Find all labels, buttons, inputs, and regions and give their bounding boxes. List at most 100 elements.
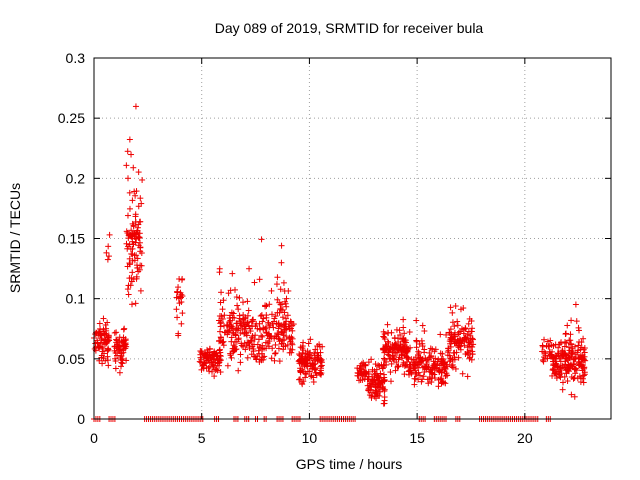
data-point xyxy=(217,299,224,306)
data-point xyxy=(125,291,132,298)
data-point xyxy=(560,379,567,386)
data-point xyxy=(131,252,138,259)
data-point xyxy=(295,376,302,383)
data-point xyxy=(384,321,391,328)
data-point xyxy=(263,345,270,352)
data-point xyxy=(559,386,566,393)
data-point xyxy=(388,378,395,385)
data-point xyxy=(96,320,103,327)
data-point xyxy=(126,205,133,212)
data-point xyxy=(131,230,138,237)
data-point xyxy=(284,312,291,319)
data-point xyxy=(125,243,132,250)
data-point xyxy=(104,353,111,360)
data-point xyxy=(104,256,111,263)
data-point xyxy=(104,357,111,364)
data-point xyxy=(237,329,244,336)
data-point xyxy=(425,380,432,387)
data-point xyxy=(244,312,251,319)
data-point xyxy=(385,340,392,347)
data-point xyxy=(279,337,286,344)
data-point xyxy=(203,355,210,362)
data-point xyxy=(254,325,261,332)
data-point xyxy=(213,366,220,373)
data-point xyxy=(116,334,123,341)
data-point xyxy=(175,330,182,337)
x-tick-label: 10 xyxy=(302,430,318,446)
data-point xyxy=(203,364,210,371)
data-point xyxy=(269,345,276,352)
data-point xyxy=(136,266,143,273)
data-point xyxy=(319,343,326,350)
data-point xyxy=(385,349,392,356)
data-point xyxy=(239,326,246,333)
data-point xyxy=(563,340,570,347)
data-point xyxy=(288,340,295,347)
data-point xyxy=(120,343,127,350)
data-point xyxy=(381,355,388,362)
data-point xyxy=(278,341,285,348)
data-point xyxy=(388,360,395,367)
data-point xyxy=(307,336,314,343)
data-point xyxy=(231,343,238,350)
data-point xyxy=(449,309,456,316)
data-point xyxy=(137,287,144,294)
data-point xyxy=(251,279,258,286)
data-point xyxy=(219,306,226,313)
data-point xyxy=(567,331,574,338)
data-point xyxy=(116,347,123,354)
grid-lines xyxy=(94,58,611,419)
data-point xyxy=(237,351,244,358)
data-point xyxy=(243,332,250,339)
data-point xyxy=(289,322,296,329)
data-point xyxy=(129,269,136,276)
data-point xyxy=(280,279,287,286)
data-point xyxy=(379,383,386,390)
plot-frame xyxy=(93,57,612,420)
data-point xyxy=(447,304,454,311)
data-point xyxy=(258,332,265,339)
data-point xyxy=(365,387,372,394)
data-point xyxy=(198,366,205,373)
data-point xyxy=(126,136,133,143)
data-point xyxy=(235,306,242,313)
data-point xyxy=(299,359,306,366)
data-point xyxy=(123,162,130,169)
data-point xyxy=(126,261,133,268)
data-point xyxy=(129,245,136,252)
data-point xyxy=(178,320,185,327)
data-point xyxy=(275,325,282,332)
data-point xyxy=(368,393,375,400)
data-point xyxy=(119,339,126,346)
data-point xyxy=(103,325,110,332)
data-point xyxy=(308,372,315,379)
data-point xyxy=(406,329,413,336)
data-point xyxy=(258,312,265,319)
data-point xyxy=(126,232,133,239)
data-point xyxy=(240,317,247,324)
data-point xyxy=(449,319,456,326)
data-point xyxy=(387,355,394,362)
data-point xyxy=(242,323,249,330)
data-point xyxy=(105,345,112,352)
data-point xyxy=(249,333,256,340)
data-point xyxy=(268,334,275,341)
data-point xyxy=(250,346,257,353)
data-point xyxy=(260,356,267,363)
data-point xyxy=(283,303,290,310)
data-point xyxy=(368,383,375,390)
data-point xyxy=(452,365,459,372)
data-point xyxy=(464,373,471,380)
data-point xyxy=(250,316,257,323)
data-point xyxy=(206,368,213,375)
data-point xyxy=(287,345,294,352)
data-point xyxy=(354,369,361,376)
data-point xyxy=(316,341,323,348)
data-point xyxy=(381,336,388,343)
data-point xyxy=(270,324,277,331)
data-point xyxy=(260,315,267,322)
data-point xyxy=(420,373,427,380)
data-point xyxy=(401,371,408,378)
data-point xyxy=(381,349,388,356)
